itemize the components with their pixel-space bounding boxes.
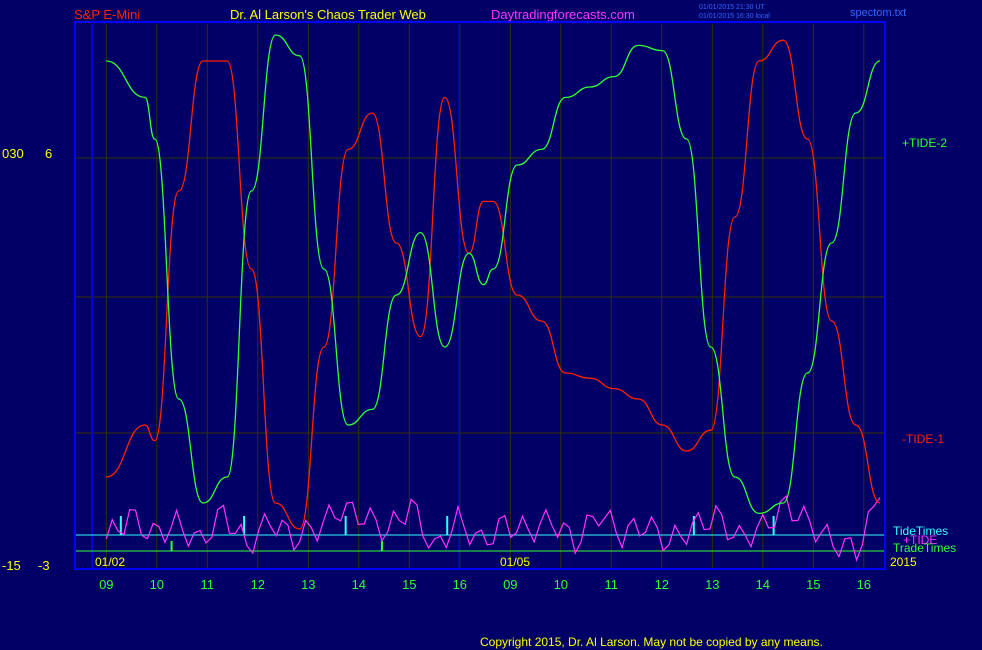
tide2-label: +TIDE-2 [902, 136, 947, 150]
hour-tick-label: 12 [251, 577, 265, 592]
hour-tick-label: 11 [201, 577, 215, 592]
tide1-label: -TIDE-1 [902, 432, 944, 446]
copyright-text: Copyright 2015, Dr. Al Larson. May not b… [480, 635, 823, 649]
hour-tick-label: 13 [301, 577, 315, 592]
hour-tick-label: 15 [402, 577, 416, 592]
hour-tick-labels: 09 10 11 12 13 14 15 16 09 10 11 12 13 14 15 16 [99, 577, 871, 592]
tide-time-markers [119, 516, 775, 535]
grid-lines [76, 24, 884, 568]
file-name: spectom.txt [850, 7, 906, 19]
site-title: Dr. Al Larson's Chaos Trader Web [230, 7, 426, 22]
hour-tick-label: 11 [605, 577, 619, 592]
tide2-series-line [106, 34, 881, 515]
date-label-0105: 01/05 [500, 555, 530, 569]
hour-tick-label: 09 [503, 577, 517, 592]
date-label-0102: 01/02 [95, 555, 125, 569]
hour-tick-label: 15 [806, 577, 820, 592]
tide-times-label: TideTimes [893, 524, 948, 538]
xtide-series-line [105, 494, 881, 562]
tide1-series-line [106, 39, 881, 530]
xtide-label: +TIDE [903, 533, 937, 547]
hour-tick-label: 14 [756, 577, 770, 592]
hour-tick-label: 16 [453, 577, 467, 592]
timestamp-line1: 01/01/2015 21:30 UT [699, 4, 765, 11]
hour-tick-label: 16 [857, 577, 871, 592]
day-separators [91, 24, 461, 568]
trade-times-label: TradeTimes [893, 541, 956, 555]
hour-tick-label: 14 [352, 577, 366, 592]
site-url: Daytradingforecasts.com [491, 7, 635, 22]
trade-time-markers [170, 541, 383, 551]
date-label-year: 2015 [890, 555, 917, 569]
instrument-label: S&P E-Mini [74, 7, 140, 22]
hour-tick-label: 12 [655, 577, 669, 592]
left-outer-bottom-label: -15 [2, 558, 21, 573]
hour-tick-label: 13 [705, 577, 719, 592]
hour-tick-label: 09 [99, 577, 113, 592]
timestamp-line2: 01/01/2015 16:30 local [699, 13, 770, 20]
hour-tick-label: 10 [150, 577, 164, 592]
plot-frame [74, 21, 886, 570]
left-inner-top-label: 6 [45, 146, 52, 161]
left-outer-top-label: 030 [2, 146, 24, 161]
hour-tick-label: 10 [554, 577, 568, 592]
left-inner-bottom-label: -3 [38, 558, 50, 573]
